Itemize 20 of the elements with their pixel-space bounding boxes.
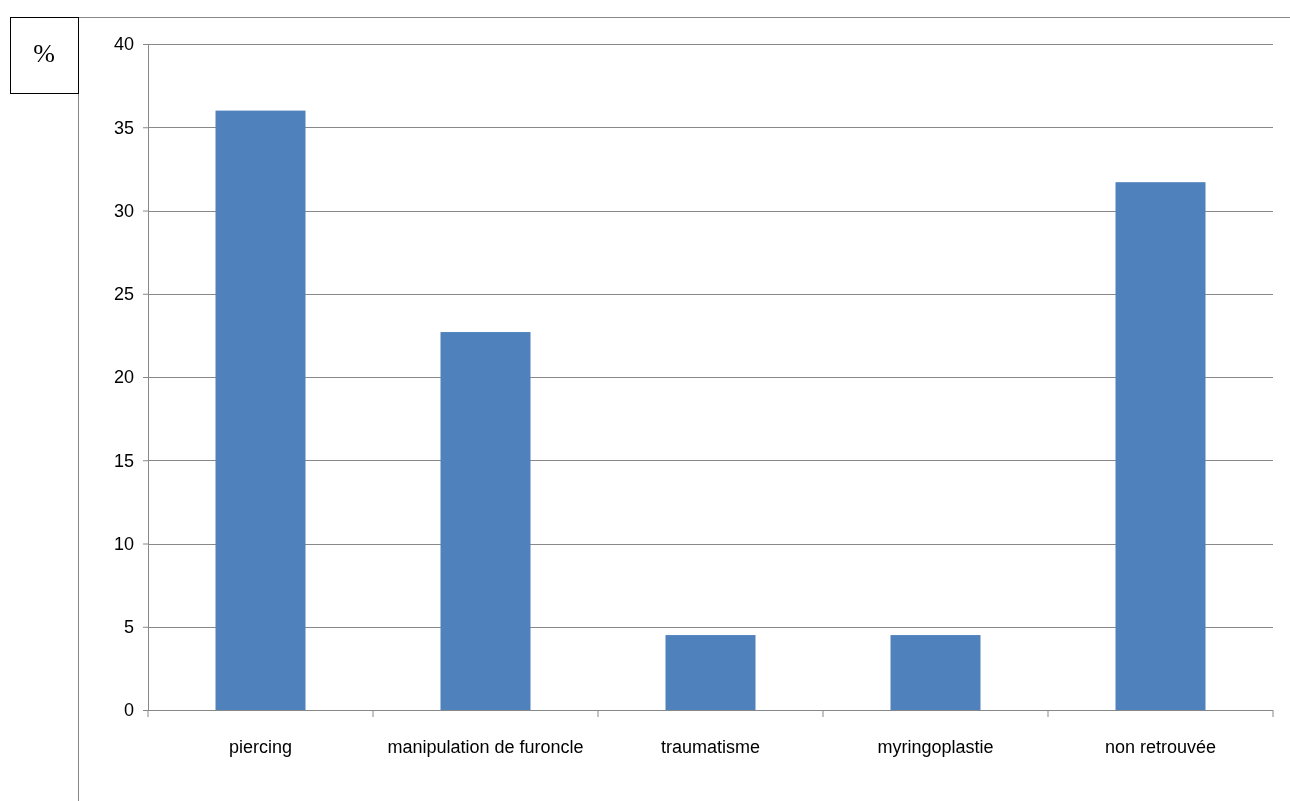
x-tick-label: manipulation de furoncle: [387, 737, 584, 757]
y-tick-label: 25: [113, 284, 134, 305]
bar: [215, 110, 306, 710]
y-tick-label: 40: [113, 34, 134, 55]
y-tick-label: 10: [113, 533, 134, 554]
bar: [440, 332, 531, 710]
x-tick-label: traumatisme: [660, 737, 761, 757]
x-tick-label: myringoplastie: [877, 737, 994, 757]
y-tick-label: 0: [123, 700, 134, 721]
y-tick-label: 20: [113, 367, 134, 388]
x-tick-label: piercing: [228, 737, 293, 757]
x-tick-label: non retrouvée: [1104, 737, 1217, 757]
y-tick-label: 5: [123, 617, 134, 638]
bar: [665, 635, 756, 710]
y-tick-label: 30: [113, 200, 134, 221]
y-tick-label: 35: [113, 117, 134, 138]
y-axis-title: %: [33, 39, 55, 68]
y-tick-label: 15: [113, 450, 134, 471]
bar: [1115, 182, 1206, 710]
bar: [890, 635, 981, 710]
